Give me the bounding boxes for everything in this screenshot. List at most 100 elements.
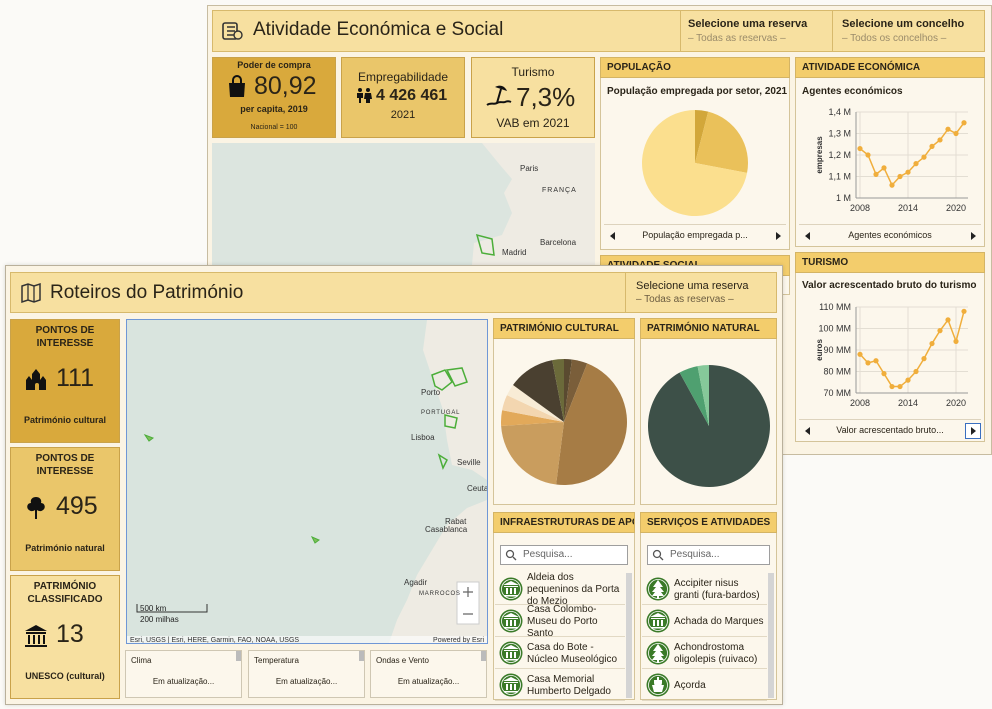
scrollbar — [768, 573, 774, 698]
map-label: FRANÇA — [542, 187, 577, 194]
page-title: Roteiros do Património — [50, 282, 244, 303]
list-item[interactable] — [642, 637, 767, 669]
selector-value: – Todas as reservas – — [688, 33, 786, 44]
item-label: Achondrostoma oligolepis (ruivaco) — [674, 642, 758, 665]
map-label: Madrid — [502, 248, 526, 257]
search-box[interactable] — [647, 545, 770, 565]
list-item[interactable] — [642, 573, 767, 605]
header-bar — [10, 272, 777, 313]
list-item[interactable] — [495, 573, 625, 605]
list-item[interactable] — [642, 605, 767, 637]
kpi-subtitle: UNESCO (cultural) — [25, 671, 105, 681]
pie-chart — [648, 365, 770, 487]
kpi-note: Nacional = 100 — [250, 124, 298, 131]
next-button[interactable] — [770, 228, 786, 244]
item-icon — [646, 609, 670, 633]
weather-status: Em atualização... — [275, 677, 338, 686]
list-item[interactable] — [495, 669, 625, 701]
pie-slice — [697, 365, 709, 426]
item-label: Casa do Bote - Núcleo Museológico — [527, 642, 618, 665]
selector-label[interactable]: Selecione uma reserva — [636, 280, 749, 292]
list-item[interactable] — [495, 637, 625, 669]
search-box[interactable] — [500, 545, 628, 565]
item-icon — [499, 673, 523, 697]
scrollbar — [359, 651, 364, 661]
prev-button — [805, 232, 810, 240]
weather-title: Ondas e Vento — [376, 656, 429, 665]
item-label: Açorda — [674, 680, 706, 691]
next-button[interactable] — [965, 228, 981, 244]
data-point — [929, 340, 935, 347]
scrollbar — [236, 651, 241, 661]
chart-title: População empregada por setor, 2021 — [607, 86, 788, 97]
data-point — [921, 356, 927, 362]
x-tick-label: 2020 — [946, 398, 966, 408]
kpi-icon — [486, 85, 512, 106]
footer-rule — [799, 419, 981, 420]
selector-label[interactable]: Selecione uma reserva — [688, 18, 808, 30]
map-label: Porto — [421, 388, 441, 397]
weather-status: Em atualização... — [397, 677, 460, 686]
weather-title: Clima — [131, 656, 152, 665]
data-line — [859, 311, 965, 388]
selector-label[interactable]: Selecione um concelho — [842, 18, 965, 30]
data-point — [881, 165, 887, 171]
divider — [625, 272, 626, 313]
pie-chart — [501, 359, 628, 485]
header-icon — [222, 22, 243, 40]
kpi-subtitle: Património cultural — [23, 415, 106, 425]
prev-button — [610, 232, 615, 240]
data-point — [905, 377, 911, 383]
divider — [832, 10, 833, 52]
next-button[interactable] — [965, 423, 981, 439]
y-tick-label: 100 MM — [818, 324, 851, 334]
card-header: PATRIMÓNIO NATURAL — [640, 318, 777, 339]
data-point — [865, 360, 871, 366]
data-point — [953, 338, 959, 344]
y-tick-label: 1 M — [836, 193, 851, 203]
pie-slice — [501, 422, 564, 485]
kpi-icon — [229, 75, 245, 97]
map-label: Seville — [457, 458, 481, 467]
data-point — [889, 383, 895, 390]
pie-slice — [506, 384, 564, 422]
list-item[interactable] — [495, 605, 625, 637]
y-tick-label: 1,2 M — [828, 150, 851, 160]
data-point — [897, 173, 903, 180]
data-point — [961, 308, 967, 314]
weather-title: Temperatura — [254, 656, 299, 665]
card-header: INFRAESTRUTURAS DE APOIO — [493, 512, 635, 533]
kpi-icon — [26, 369, 46, 390]
weather-card — [248, 650, 365, 698]
kpi-box — [212, 57, 336, 138]
kpi-icon — [25, 625, 47, 647]
weather-card — [370, 650, 487, 698]
y-tick-label: 1,3 M — [828, 129, 851, 139]
y-axis-label: empresas — [815, 136, 824, 174]
search-icon — [652, 549, 664, 561]
header-bar — [212, 10, 985, 52]
line-chart: 1 M 1,1 M 1,2 M 1,3 M 1,4 M 2008 2014 2020 empre… — [815, 107, 968, 213]
list-item[interactable] — [642, 669, 767, 701]
x-tick-label: 2008 — [850, 398, 870, 408]
map-label: Lisboa — [411, 433, 435, 442]
pie-slice — [513, 360, 564, 422]
map-label: Agadir — [404, 578, 427, 587]
card-header: POPULAÇÃO — [600, 57, 790, 78]
data-point — [889, 182, 895, 188]
data-point — [897, 383, 903, 390]
search-icon — [505, 549, 517, 561]
card — [795, 57, 985, 247]
map: Paris FRANÇA Barcelona Madrid — [212, 143, 595, 265]
y-tick-label: 70 MM — [823, 388, 851, 398]
item-icon — [499, 641, 523, 665]
map-attribution: Esri, USGS | Esri, HERE, Garmin, FAO, NO… — [130, 637, 299, 643]
kpi-title: PONTOS DE INTERESSE — [35, 453, 95, 477]
item-label: Achada do Marques — [674, 616, 764, 627]
map-scale: 200 milhas — [140, 615, 179, 624]
item-label: Accipiter nisus granti (fura-bardos) — [674, 578, 760, 601]
kpi-icon — [27, 497, 45, 519]
item-icon — [646, 577, 670, 601]
map-label: Ceuta — [467, 484, 487, 493]
